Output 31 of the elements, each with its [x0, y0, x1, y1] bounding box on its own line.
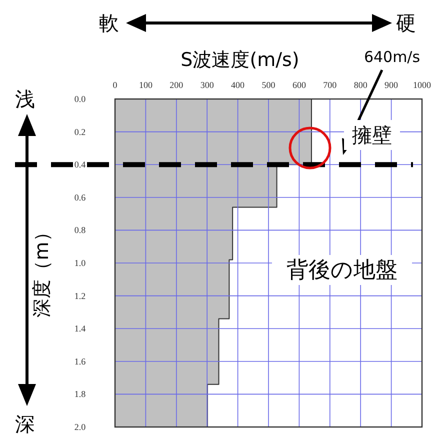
x-tick-label: 200	[170, 80, 184, 90]
y-tick-label: 1.0	[74, 258, 86, 268]
x-tick-label: 300	[200, 80, 214, 90]
x-axis-title: S波速度(m/s)	[180, 49, 300, 71]
x-tick-label: 0	[112, 80, 118, 90]
y-tick-label: 1.4	[74, 324, 86, 334]
y-tick-label: 1.8	[74, 389, 86, 400]
y-tick-label: 0.6	[74, 192, 86, 202]
x-tick-label: 900	[384, 80, 399, 90]
y-tick-label: 1.6	[74, 356, 86, 366]
text: 浅	[15, 87, 35, 111]
y-axis-title: 深度（m）	[31, 222, 53, 318]
text: 深	[15, 412, 35, 436]
y-tick-label: 1.2	[74, 290, 86, 301]
y-tick-label: 0.0	[74, 94, 86, 104]
y-tick-label: 0.2	[74, 126, 86, 137]
x-tick-label: 400	[231, 80, 246, 90]
text: 640m/s	[364, 48, 420, 66]
y-tick-label: 2.0	[74, 422, 86, 432]
x-tick-label: 500	[262, 80, 276, 90]
annotation: 背後の地盤	[286, 258, 398, 283]
x-tick-label: 1000	[413, 80, 432, 90]
annotation: 擁壁	[352, 123, 392, 147]
x-tick-label: 100	[138, 80, 153, 90]
y-tick-label: 0.4	[74, 160, 86, 170]
x-tick-label: 700	[323, 80, 338, 90]
text: 硬	[396, 11, 416, 35]
text: 軟	[99, 11, 119, 35]
x-tick-label: 600	[292, 80, 306, 90]
y-tick-label: 0.8	[74, 225, 86, 236]
x-tick-label: 800	[354, 80, 368, 90]
